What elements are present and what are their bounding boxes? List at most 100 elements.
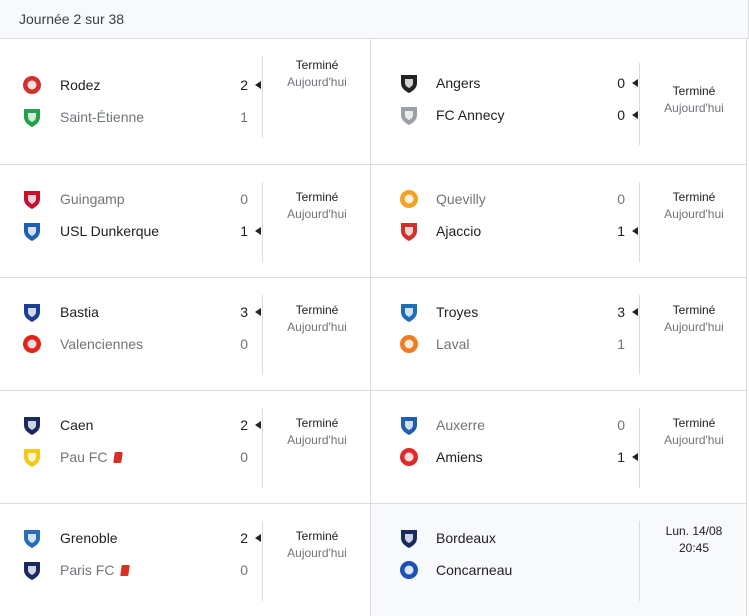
team-name-text: Pau FC	[60, 449, 108, 465]
auxerre-logo	[398, 414, 420, 436]
match-card[interactable]: Angers 0 FC Annecy 0 Terminé Aujourd'hui	[371, 39, 747, 165]
match-card[interactable]: Caen 2 Pau FC 0 Terminé Aujourd'hui	[0, 391, 371, 504]
team-name-text: Bastia	[60, 304, 99, 320]
match-status: Terminé Aujourd'hui	[263, 528, 371, 562]
team-name-text: Paris FC	[60, 562, 115, 578]
away-team-name: USL Dunkerque	[60, 221, 159, 241]
match-card[interactable]: Bordeaux Concarneau Lun. 14/08 20:45	[371, 504, 747, 616]
angers-logo	[398, 72, 420, 94]
matches-grid: Rodez 2 Saint-Étienne 1 Terminé Aujourd'hui An…	[0, 39, 749, 616]
team-name-text: Auxerre	[436, 417, 486, 433]
match-status: Terminé Aujourd'hui	[263, 302, 371, 336]
status-finished: Terminé	[672, 190, 716, 204]
caen-logo	[21, 414, 43, 436]
away-team-row: Paris FC 0	[0, 560, 262, 580]
away-team-name: Paris FC	[60, 560, 131, 580]
match-status: Lun. 14/08 20:45	[640, 523, 748, 557]
team-name-text: Concarneau	[436, 562, 513, 578]
match-card[interactable]: Quevilly 0 Ajaccio 1 Terminé Aujourd'hui	[371, 165, 747, 278]
home-score: 3	[617, 304, 625, 320]
dunkerque-logo	[21, 220, 43, 242]
match-status: Terminé Aujourd'hui	[263, 189, 371, 223]
winner-arrow-icon	[632, 227, 638, 235]
home-team-row: Quevilly 0	[371, 189, 639, 209]
away-team-name: Concarneau	[436, 560, 512, 580]
home-score: 2	[240, 530, 248, 546]
valenciennes-logo	[21, 333, 43, 355]
away-score: 1	[617, 223, 625, 239]
home-team-row: Troyes 3	[371, 302, 639, 322]
status-finished: Terminé	[295, 303, 339, 317]
match-card[interactable]: Troyes 3 Laval 1 Terminé Aujourd'hui	[371, 278, 747, 391]
away-score: 1	[617, 336, 625, 352]
team-name-text: Guingamp	[60, 191, 125, 207]
home-team-name: Troyes	[436, 302, 478, 322]
matchday-title: Journée 2 sur 38	[19, 11, 125, 27]
team-name-text: Caen	[60, 417, 94, 433]
away-score: 1	[240, 109, 248, 125]
team-name-text: Saint-Étienne	[60, 109, 145, 125]
match-status: Terminé Aujourd'hui	[640, 189, 748, 223]
rodez-logo	[21, 74, 43, 96]
home-score: 0	[240, 191, 248, 207]
away-team-name: Ajaccio	[436, 221, 481, 241]
divider	[639, 295, 640, 375]
status-when: Aujourd'hui	[287, 320, 347, 334]
away-team-name: Pau FC	[60, 447, 124, 467]
home-team-name: Guingamp	[60, 189, 125, 209]
match-date: Lun. 14/08	[665, 524, 723, 538]
away-score: 0	[617, 107, 625, 123]
bordeaux-logo	[398, 527, 420, 549]
away-team-row: Amiens 1	[371, 447, 639, 467]
match-time: 20:45	[678, 541, 710, 555]
away-team-name: Valenciennes	[60, 334, 143, 354]
away-team-row: Valenciennes 0	[0, 334, 262, 354]
divider	[262, 182, 263, 262]
winner-arrow-icon	[632, 308, 638, 316]
team-name-text: FC Annecy	[436, 107, 505, 123]
status-when: Aujourd'hui	[287, 546, 347, 560]
divider	[262, 408, 263, 488]
team-name-text: Laval	[436, 336, 470, 352]
match-card[interactable]: Guingamp 0 USL Dunkerque 1 Terminé Aujourd'hu…	[0, 165, 371, 278]
match-status: Terminé Aujourd'hui	[263, 415, 371, 449]
status-finished: Terminé	[672, 416, 716, 430]
winner-arrow-icon	[255, 81, 261, 89]
red-card-icon	[120, 565, 131, 576]
home-team-row: Bastia 3	[0, 302, 262, 322]
divider	[639, 408, 640, 488]
matchday-header: Journée 2 sur 38	[0, 0, 749, 39]
winner-arrow-icon	[255, 227, 261, 235]
away-score: 1	[240, 223, 248, 239]
away-score: 0	[240, 336, 248, 352]
status-finished: Terminé	[672, 84, 716, 98]
home-score: 0	[617, 75, 625, 91]
team-name-text: Troyes	[436, 304, 479, 320]
match-card[interactable]: Grenoble 2 Paris FC 0 Terminé Aujourd'hui	[0, 504, 371, 616]
match-card[interactable]: Rodez 2 Saint-Étienne 1 Terminé Aujourd'hui	[0, 39, 371, 165]
away-team-name: Amiens	[436, 447, 483, 467]
status-finished: Terminé	[672, 303, 716, 317]
away-team-row: Laval 1	[371, 334, 639, 354]
away-team-row: Saint-Étienne 1	[0, 107, 262, 127]
status-when: Aujourd'hui	[664, 101, 724, 115]
home-team-row: Caen 2	[0, 415, 262, 435]
status-finished: Terminé	[295, 416, 339, 430]
status-when: Aujourd'hui	[664, 207, 724, 221]
status-when: Aujourd'hui	[664, 320, 724, 334]
quevilly-logo	[398, 188, 420, 210]
home-team-name: Grenoble	[60, 528, 118, 548]
amiens-logo	[398, 446, 420, 468]
divider	[262, 56, 263, 138]
home-team-name: Bastia	[60, 302, 99, 322]
winner-arrow-icon	[255, 308, 261, 316]
match-status: Terminé Aujourd'hui	[640, 83, 748, 117]
red-card-icon	[113, 452, 124, 463]
home-team-row: Bordeaux	[371, 528, 639, 548]
home-team-row: Guingamp 0	[0, 189, 262, 209]
team-name-text: Quevilly	[436, 191, 486, 207]
match-card[interactable]: Bastia 3 Valenciennes 0 Terminé Aujourd'hui	[0, 278, 371, 391]
match-card[interactable]: Auxerre 0 Amiens 1 Terminé Aujourd'hui	[371, 391, 747, 504]
away-team-row: USL Dunkerque 1	[0, 221, 262, 241]
home-team-row: Rodez 2	[0, 75, 262, 95]
